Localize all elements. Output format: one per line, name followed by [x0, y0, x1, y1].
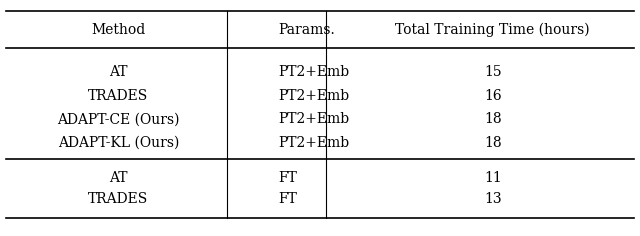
Text: 18: 18 — [484, 112, 502, 126]
Text: Total Training Time (hours): Total Training Time (hours) — [396, 22, 590, 37]
Text: 15: 15 — [484, 65, 502, 79]
Text: Method: Method — [92, 22, 145, 37]
Text: AT: AT — [109, 65, 127, 79]
Text: TRADES: TRADES — [88, 192, 148, 206]
Text: PT2+Emb: PT2+Emb — [278, 112, 349, 126]
Text: FT: FT — [278, 171, 297, 185]
Text: TRADES: TRADES — [88, 88, 148, 103]
Text: ADAPT-CE (Ours): ADAPT-CE (Ours) — [57, 112, 180, 126]
Text: PT2+Emb: PT2+Emb — [278, 136, 349, 150]
Text: 18: 18 — [484, 136, 502, 150]
Text: Params.: Params. — [278, 22, 335, 37]
Text: 16: 16 — [484, 88, 502, 103]
Text: PT2+Emb: PT2+Emb — [278, 65, 349, 79]
Text: ADAPT-KL (Ours): ADAPT-KL (Ours) — [58, 136, 179, 150]
Text: AT: AT — [109, 171, 127, 185]
Text: PT2+Emb: PT2+Emb — [278, 88, 349, 103]
Text: 13: 13 — [484, 192, 502, 206]
Text: 11: 11 — [484, 171, 502, 185]
Text: FT: FT — [278, 192, 297, 206]
